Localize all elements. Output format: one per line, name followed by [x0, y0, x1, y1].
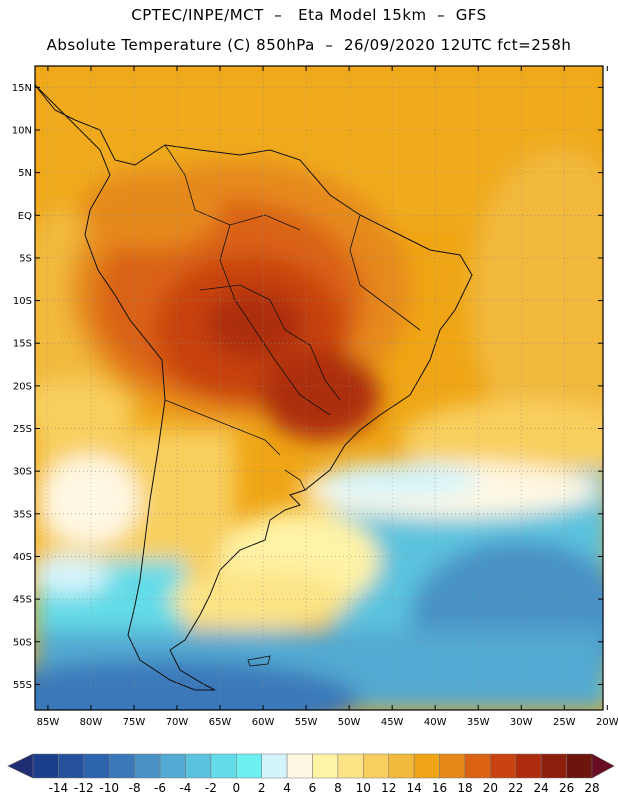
colorbar-label: 26 — [559, 781, 574, 795]
continent-outline — [35, 84, 473, 691]
temperature-field — [35, 66, 603, 710]
lon-label: 65W — [209, 717, 232, 728]
colorbar-arrow-high — [591, 753, 615, 779]
colorbar-label: 6 — [309, 781, 317, 795]
lat-label: 25S — [13, 424, 32, 435]
colorbar-swatch — [32, 753, 59, 779]
lon-label: 70W — [166, 717, 189, 728]
colorbar-label: -2 — [205, 781, 217, 795]
lat-label: 5N — [18, 168, 32, 179]
lat-label: 50S — [13, 637, 32, 648]
colorbar-arrow-low — [7, 753, 34, 779]
colorbar-label: 8 — [334, 781, 342, 795]
lat-label: 40S — [13, 552, 32, 563]
lon-label: 50W — [338, 717, 361, 728]
lon-label: 20W — [596, 717, 618, 728]
lat-label: 35S — [13, 509, 32, 520]
colorbar-label: 16 — [432, 781, 447, 795]
colorbar-label: -4 — [179, 781, 191, 795]
colorbar-swatch — [210, 753, 237, 779]
colorbar-swatch — [540, 753, 567, 779]
colorbar-label: 12 — [381, 781, 396, 795]
colorbar-swatch — [159, 753, 186, 779]
lon-label: 75W — [123, 717, 146, 728]
lon-label: 25W — [553, 717, 576, 728]
map-frame — [34, 65, 604, 711]
lat-label: 10S — [13, 296, 32, 307]
colorbar-swatch — [490, 753, 517, 779]
lat-label: 30S — [13, 467, 32, 478]
colorbar-label: 10 — [356, 781, 371, 795]
colorbar-swatch — [108, 753, 135, 779]
colorbar-swatch — [363, 753, 389, 779]
temperature-colorbar: -14 -12 -10 -8 -6 -4 -2 0 2 4 6 8 10 12 14 16 18 20 22 24 26… — [7, 753, 615, 795]
colorbar-swatch — [413, 753, 440, 779]
lon-label: 60W — [252, 717, 275, 728]
lon-label: 30W — [510, 717, 533, 728]
map-title-line-1: CPTEC/INPE/MCT – Eta Model 15km – GFS — [131, 6, 487, 24]
colorbar-swatch — [134, 753, 161, 779]
lat-label: 5S — [19, 253, 32, 264]
colorbar-swatch — [439, 753, 466, 779]
colorbar-label: 14 — [406, 781, 421, 795]
colorbar-swatch — [566, 753, 593, 779]
colorbar-label: 28 — [584, 781, 599, 795]
colorbar-label: -8 — [129, 781, 141, 795]
map-axis-ticks: 15N 10N 5N EQ 5S 10S 15S 20S 25S 30S 35S 40S 45S 50S 5… — [12, 66, 618, 728]
lon-label: 45W — [381, 717, 404, 728]
colorbar-label: 4 — [283, 781, 291, 795]
graticule — [35, 66, 603, 710]
colorbar-label: -12 — [74, 781, 94, 795]
colorbar-swatch — [464, 753, 491, 779]
colorbar-swatch — [236, 753, 262, 779]
colorbar-label: 22 — [508, 781, 523, 795]
colorbar-swatch — [388, 753, 415, 779]
colorbar-label: 24 — [534, 781, 549, 795]
colorbar-swatch — [83, 753, 110, 779]
colorbar-label: -10 — [99, 781, 119, 795]
colorbar-label: 18 — [457, 781, 472, 795]
lon-label: 80W — [80, 717, 103, 728]
lon-label: 40W — [424, 717, 447, 728]
lon-label: 55W — [295, 717, 318, 728]
lat-label: EQ — [18, 211, 32, 222]
lat-label: 55S — [13, 680, 32, 691]
map-title-line-2: Absolute Temperature (C) 850hPa – 26/09/… — [46, 36, 572, 54]
lat-label: 10N — [12, 125, 32, 136]
colorbar-swatch — [337, 753, 364, 779]
colorbar-label: 20 — [483, 781, 498, 795]
colorbar-label: 0 — [232, 781, 240, 795]
colorbar-label: -6 — [154, 781, 166, 795]
lon-label: 35W — [467, 717, 490, 728]
colorbar-swatch — [286, 753, 313, 779]
colorbar-swatch — [185, 753, 212, 779]
lon-label: 85W — [37, 717, 60, 728]
lat-label: 45S — [13, 595, 32, 606]
colorbar-label: 2 — [258, 781, 266, 795]
lat-label: 20S — [13, 381, 32, 392]
lat-label: 15S — [13, 339, 32, 350]
colorbar-swatch — [515, 753, 542, 779]
lat-label: 15N — [12, 83, 32, 94]
colorbar-swatch — [261, 753, 288, 779]
colorbar-swatch — [58, 753, 85, 779]
colorbar-swatch — [312, 753, 339, 779]
colorbar-label: -14 — [49, 781, 69, 795]
